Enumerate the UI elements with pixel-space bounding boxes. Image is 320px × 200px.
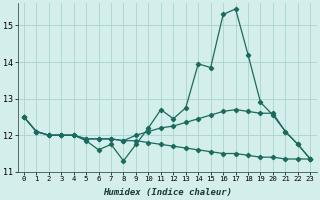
X-axis label: Humidex (Indice chaleur): Humidex (Indice chaleur) bbox=[103, 188, 232, 197]
